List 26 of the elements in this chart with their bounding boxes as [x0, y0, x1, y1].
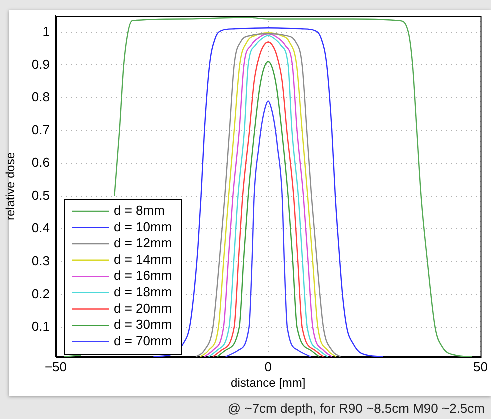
y-tick-label: 0.1	[32, 319, 50, 334]
legend-label: d = 8mm	[114, 203, 165, 218]
legend-label: d = 18mm	[114, 284, 172, 300]
y-tick-label: 0.7	[32, 122, 50, 138]
y-tick-label: 0.8	[32, 90, 50, 105]
legend-label: d = 16mm	[114, 268, 172, 284]
x-tick-label: 50	[474, 359, 488, 374]
x-tick-label: −50	[44, 359, 68, 374]
y-tick-label: 0.9	[32, 56, 50, 72]
y-tick-label: 0.5	[32, 188, 50, 203]
legend-label: d = 12mm	[114, 236, 172, 251]
x-axis-title: distance [mm]	[231, 376, 306, 390]
y-tick-label: 0.3	[32, 253, 50, 268]
y-tick-label: 0.6	[32, 155, 50, 170]
legend-label: d = 20mm	[114, 300, 172, 316]
legend-label: d = 10mm	[114, 219, 172, 234]
line-series	[225, 100, 312, 357]
legend-label: d = 30mm	[114, 317, 172, 332]
y-tick-label: 0.2	[32, 286, 50, 302]
legend-label: d = 70mm	[114, 333, 172, 348]
text: @ ~7cm depth, for R90 ~8.5cm M90 ~2.5cm	[228, 401, 485, 416]
y-axis-title: relative dose	[4, 152, 18, 221]
legend-label: d = 14mm	[114, 252, 172, 267]
y-tick-label: 1	[42, 24, 50, 39]
y-tick-label: 0.4	[32, 220, 50, 236]
x-tick-label: 0	[264, 359, 272, 374]
